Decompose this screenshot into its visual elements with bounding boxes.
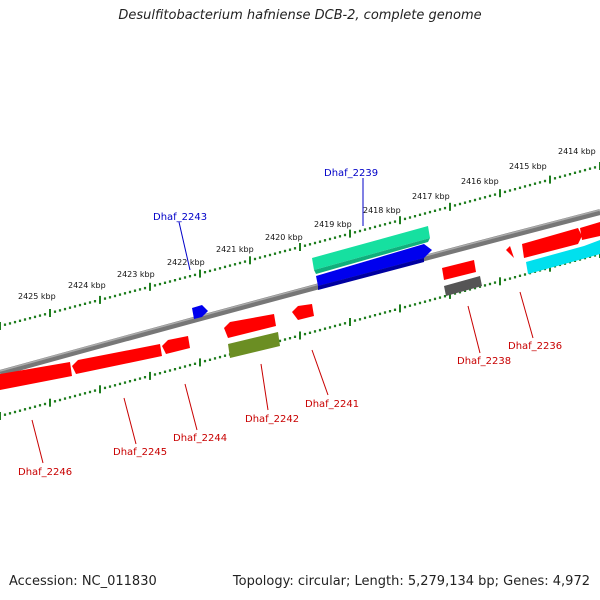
- gene-label: Dhaf_2246: [18, 467, 72, 478]
- gene-arrow[interactable]: [442, 260, 476, 280]
- kbp-label: 2419 kbp: [314, 220, 352, 229]
- gene-arrow[interactable]: [522, 228, 582, 258]
- upper-tick-row: [0, 162, 600, 330]
- gene-label: Dhaf_2242: [245, 414, 299, 425]
- gene-arrow[interactable]: [444, 276, 482, 296]
- genome-backbone: [0, 209, 600, 376]
- kbp-label: 2420 kbp: [265, 233, 303, 242]
- kbp-label: 2414 kbp: [558, 147, 596, 156]
- gene-labels: Dhaf_2239 Dhaf_2243 Dhaf_2236 Dhaf_2238 …: [18, 168, 562, 478]
- gene-arrow[interactable]: [72, 344, 162, 374]
- gene-arrow[interactable]: [228, 332, 280, 358]
- gene-label: Dhaf_2243: [153, 212, 207, 223]
- gene-arrow[interactable]: [526, 240, 600, 274]
- gene-arrow[interactable]: [162, 336, 190, 354]
- genome-summary-text: Topology: circular; Length: 5,279,134 bp…: [232, 574, 590, 589]
- gene-label: Dhaf_2241: [305, 399, 359, 410]
- kbp-label: 2421 kbp: [216, 245, 254, 254]
- accession-text: Accession: NC_011830: [9, 574, 157, 589]
- gene-arrow[interactable]: [192, 305, 208, 319]
- gene-arrow[interactable]: [312, 226, 430, 270]
- lower-tick-row: [0, 250, 600, 420]
- label-leaders: [31, 178, 534, 464]
- kbp-scale: 2414 kbp 2415 kbp 2416 kbp 2417 kbp 2418…: [18, 147, 596, 301]
- kbp-label: 2425 kbp: [18, 292, 56, 301]
- kbp-label: 2415 kbp: [509, 162, 547, 171]
- gene-arrow[interactable]: [316, 244, 432, 286]
- map-title: Desulfitobacterium hafniense DCB-2, comp…: [118, 8, 482, 23]
- kbp-label: 2424 kbp: [68, 281, 106, 290]
- gene-arrow[interactable]: [224, 314, 276, 338]
- gene-label: Dhaf_2238: [457, 356, 511, 367]
- gene-label: Dhaf_2239: [324, 168, 378, 179]
- gene-label: Dhaf_2236: [508, 341, 562, 352]
- reverse-genes: [0, 260, 482, 390]
- forward-genes: [192, 222, 600, 319]
- kbp-label: 2423 kbp: [117, 270, 155, 279]
- kbp-label: 2422 kbp: [167, 258, 205, 267]
- gene-arrow[interactable]: [292, 304, 314, 320]
- gene-arrow[interactable]: [506, 246, 514, 258]
- gene-arrow[interactable]: [580, 222, 600, 240]
- kbp-label: 2416 kbp: [461, 177, 499, 186]
- gene-arrow[interactable]: [0, 362, 72, 390]
- kbp-label: 2418 kbp: [363, 206, 401, 215]
- gene-label: Dhaf_2244: [173, 433, 227, 444]
- gene-label: Dhaf_2245: [113, 447, 167, 458]
- kbp-label: 2417 kbp: [412, 192, 450, 201]
